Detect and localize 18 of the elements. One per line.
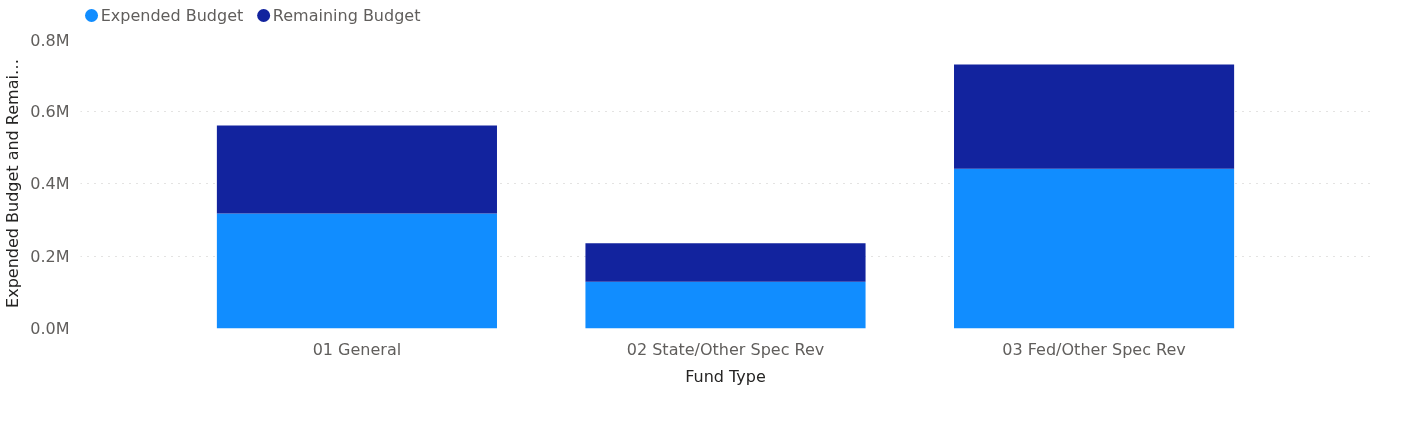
- bar: [585, 243, 866, 282]
- bar: [954, 64, 1235, 169]
- bar: [954, 168, 1235, 329]
- bar: [216, 125, 497, 214]
- y-tick-label: 0.6M: [30, 101, 70, 121]
- bar: [585, 281, 866, 329]
- x-tick-label: 03 Fed/Other Spec Rev: [1002, 339, 1186, 359]
- legend-label: Expended Budget: [100, 6, 244, 25]
- y-tick-label: 0.0M: [30, 319, 70, 338]
- y-tick-label: 0.4M: [30, 174, 70, 193]
- legend-label: Remaining Budget: [272, 6, 421, 25]
- x-tick-label: 01 General: [312, 339, 402, 359]
- x-axis-title: Fund Type: [685, 366, 766, 386]
- bar: [216, 213, 497, 329]
- y-axis-title: Expended Budget and Remai…: [3, 59, 23, 308]
- y-tick-label: 0.8M: [30, 30, 70, 50]
- x-tick-label: 02 State/Other Spec Rev: [626, 339, 825, 359]
- y-tick-label: 0.2M: [30, 246, 70, 266]
